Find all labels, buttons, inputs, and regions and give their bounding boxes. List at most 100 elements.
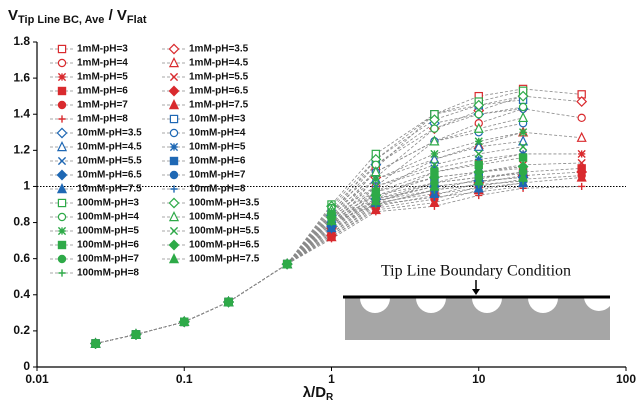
inset-cavities — [360, 298, 610, 313]
marker — [576, 171, 587, 182]
legend-label: 1mM-pH=4.5 — [189, 58, 249, 69]
y-title-part: V — [8, 7, 18, 24]
inset-diagram: Tip Line Boundary Condition — [343, 263, 610, 340]
x-axis-title: λ/DR — [303, 384, 334, 403]
x-title-part: λ/D — [303, 384, 327, 401]
legend-marker — [169, 72, 179, 82]
legend-marker — [57, 58, 67, 68]
y-tick-label: 0 — [23, 359, 30, 373]
x-title-sub: R — [326, 392, 334, 403]
y-axis-title: VTip Line BC, Ave / VFlat — [8, 7, 147, 26]
legend-marker — [56, 183, 68, 194]
legend-marker — [56, 127, 68, 139]
marker — [577, 149, 586, 159]
marker — [372, 208, 380, 216]
marker — [518, 135, 529, 146]
y-tick-label: 1.4 — [13, 106, 30, 120]
y-tick-label: 0.4 — [13, 287, 30, 301]
marker — [518, 102, 528, 112]
marker — [473, 122, 484, 133]
legend-label: 10mM-pH=3.5 — [77, 128, 142, 139]
legend-label: 1mM-pH=7.5 — [189, 100, 249, 111]
marker — [370, 166, 381, 177]
legend-marker — [168, 211, 180, 222]
y-tick-label: 1.2 — [13, 143, 30, 157]
marker — [283, 260, 291, 268]
plot-series — [90, 84, 588, 349]
marker — [327, 235, 336, 243]
x-tick-label: 1 — [328, 372, 335, 386]
legend-label: 100mM-pH=3.5 — [189, 198, 260, 209]
legend-marker — [57, 156, 67, 166]
x-tick-label: 10 — [472, 372, 486, 386]
marker — [474, 149, 483, 159]
legend-marker — [168, 253, 180, 264]
legend-label: 100mM-pH=4 — [77, 212, 139, 223]
legend-marker — [57, 198, 67, 208]
marker — [475, 188, 483, 196]
marker — [327, 226, 336, 234]
legend-marker — [57, 240, 67, 250]
y-tick-label: 1.8 — [13, 34, 30, 48]
legend-label: 100mM-pH=3 — [77, 198, 139, 209]
legend-label: 100mM-pH=6 — [77, 240, 139, 251]
legend-marker — [169, 128, 179, 138]
legend-marker — [57, 226, 67, 236]
legend-marker — [170, 185, 178, 193]
y-tick-label: 1 — [23, 179, 30, 193]
marker — [430, 160, 439, 169]
legend-label: 1mM-pH=4 — [77, 58, 128, 69]
y-tick-label: 0.2 — [13, 323, 30, 337]
x-tick-label: 0.1 — [176, 372, 193, 386]
marker — [429, 135, 440, 146]
legend-label: 100mM-pH=7.5 — [189, 254, 260, 265]
legend-label: 10mM-pH=6 — [189, 156, 246, 167]
legend-marker — [169, 170, 179, 180]
legend-label: 100mM-pH=6.5 — [189, 240, 260, 251]
legend-marker — [168, 85, 180, 97]
legend-marker — [57, 100, 67, 110]
legend-marker — [57, 72, 67, 82]
legend-marker — [57, 254, 67, 264]
legend-marker — [168, 197, 180, 209]
marker — [517, 90, 529, 102]
series-line — [95, 180, 524, 344]
marker — [518, 111, 529, 123]
y-tick-label: 1.6 — [13, 70, 30, 84]
legend-label: 10mM-pH=6.5 — [77, 170, 142, 181]
marker — [430, 124, 439, 133]
legend: 1mM-pH=3 1mM-pH=3.5 1mM-pH=4 1mM-pH=4.5 1mM-… — [50, 43, 260, 279]
marker — [474, 110, 483, 119]
legend-label: 10mM-pH=3 — [189, 114, 246, 125]
legend-label: 10mM-pH=7.5 — [77, 184, 142, 195]
marker — [91, 339, 100, 348]
legend-label: 1mM-pH=3 — [77, 44, 128, 55]
inset-label: Tip Line Boundary Condition — [381, 263, 571, 280]
marker — [474, 155, 483, 164]
legend-label: 100mM-pH=7 — [77, 254, 139, 265]
legend-marker — [58, 115, 66, 123]
y-tick-label: 0.8 — [13, 215, 30, 229]
marker — [473, 99, 485, 111]
legend-label: 1mM-pH=7 — [77, 100, 128, 111]
legend-label: 10mM-pH=5 — [189, 142, 246, 153]
marker — [327, 218, 336, 227]
legend-marker — [57, 86, 67, 96]
legend-marker — [168, 57, 180, 68]
legend-marker — [169, 142, 179, 152]
legend-marker — [57, 212, 67, 222]
marker — [430, 149, 439, 159]
marker — [519, 177, 527, 185]
legend-label: 100mM-pH=5 — [77, 226, 139, 237]
marker — [518, 142, 528, 151]
marker — [430, 186, 439, 194]
legend-label: 100mM-pH=5.5 — [189, 226, 260, 237]
marker — [428, 114, 440, 126]
marker — [180, 318, 188, 326]
marker — [577, 113, 586, 123]
marker — [474, 137, 483, 146]
x-tick-label: 0.01 — [25, 372, 49, 386]
legend-marker — [57, 44, 67, 54]
y-title-part: / V — [104, 7, 127, 24]
